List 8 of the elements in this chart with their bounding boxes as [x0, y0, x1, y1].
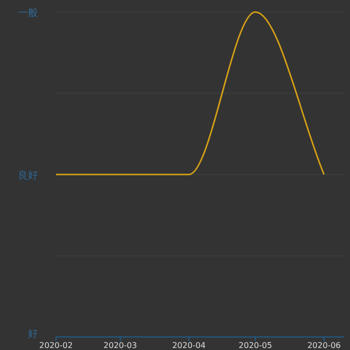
category-label: 良好: [18, 170, 38, 182]
x-tick-label: 2020-02: [39, 341, 73, 350]
x-tick-label: 2020-05: [238, 341, 272, 350]
category-label: 好: [28, 329, 38, 340]
category-label: 一般: [18, 8, 38, 19]
x-tick-label: 2020-03: [104, 341, 137, 350]
x-tick-label: 2020-04: [172, 341, 206, 350]
x-tick-label: 2020-06: [307, 341, 341, 350]
